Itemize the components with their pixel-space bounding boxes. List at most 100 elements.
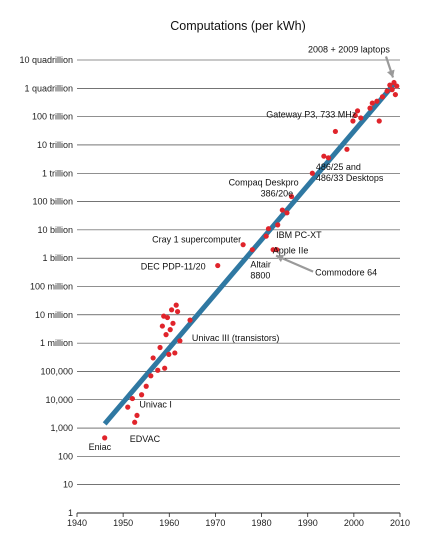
annotations: Eniac EDVAC Univac I Univac III (transistor… xyxy=(89,45,391,452)
y-tick-label: 10 million xyxy=(35,310,73,320)
x-tick-label: 1970 xyxy=(205,518,225,528)
data-point xyxy=(102,435,108,441)
y-tick-label: 1 trillion xyxy=(42,168,73,178)
y-tick-label: 1 million xyxy=(40,338,73,348)
data-point xyxy=(265,226,272,232)
annotation-label: Eniac xyxy=(89,442,112,452)
annotation-label: 2008 + 2009 laptops xyxy=(308,45,390,55)
x-tick-label: 1960 xyxy=(159,518,179,528)
data-point xyxy=(162,365,168,371)
data-point xyxy=(279,207,285,213)
data-point xyxy=(125,404,131,410)
data-point xyxy=(354,108,361,114)
data-point xyxy=(143,383,149,389)
annotation-label: Commodore 64 xyxy=(315,268,377,278)
trend-line-path xyxy=(102,80,398,426)
data-point xyxy=(132,419,138,425)
data-point xyxy=(164,314,171,321)
x-tick-label: 1980 xyxy=(252,518,272,528)
data-point xyxy=(168,307,175,313)
data-point xyxy=(321,153,327,159)
grid xyxy=(76,59,401,517)
annotation-label: 8800 xyxy=(250,271,270,281)
annotation-label: Apple IIe xyxy=(273,246,309,256)
y-tick-label: 100 billion xyxy=(32,197,73,207)
y-tick-label: 10 billion xyxy=(37,225,73,235)
data-point xyxy=(389,87,395,93)
commodore-arrow xyxy=(275,254,314,273)
data-point xyxy=(394,83,400,89)
data-point xyxy=(172,350,178,356)
annotation-label: Gateway P3, 733 MHz xyxy=(266,109,357,119)
y-tick-label: 10 xyxy=(63,480,73,490)
data-point xyxy=(170,320,176,326)
data-point xyxy=(215,262,221,269)
x-tick-label: 1990 xyxy=(298,518,318,528)
data-point xyxy=(358,115,364,121)
x-tick-labels: 1940 1950 1960 1970 1980 1990 2000 2010 xyxy=(67,518,410,528)
data-point xyxy=(392,91,398,98)
y-tick-label: 100 xyxy=(58,451,73,461)
y-tick-label: 10 trillion xyxy=(37,140,73,150)
data-point xyxy=(309,170,315,176)
y-tick-label: 10 quadrillion xyxy=(19,55,73,65)
data-point xyxy=(249,247,255,253)
annotation-label: EDVAC xyxy=(130,434,161,444)
data-point xyxy=(284,210,290,216)
y-tick-label: 1,000 xyxy=(50,423,73,433)
data-point xyxy=(263,233,269,239)
data-point xyxy=(344,146,350,152)
x-tick-label: 2000 xyxy=(344,518,364,528)
y-tick-label: 10,000 xyxy=(45,395,73,405)
data-point xyxy=(374,98,380,104)
annotation-label: Univac III (transistors) xyxy=(192,333,280,343)
x-tick-label: 1940 xyxy=(67,518,87,528)
y-tick-label: 100 million xyxy=(30,282,73,292)
data-point xyxy=(163,332,169,338)
data-point xyxy=(166,351,172,357)
data-point xyxy=(139,392,145,398)
data-point xyxy=(275,222,281,228)
y-tick-labels: 1 10 100 1,000 10,000 100,000 1 million 10 mill… xyxy=(19,55,73,518)
y-tick-label: 1 quadrillion xyxy=(24,83,73,93)
annotation-label: DEC PDP-11/20 xyxy=(141,262,206,272)
data-point xyxy=(387,82,393,88)
data-point xyxy=(384,88,390,94)
annotation-label: 386/20e xyxy=(261,189,294,199)
annotation-label: IBM PC-XT xyxy=(276,230,322,240)
data-point xyxy=(148,373,154,379)
data-point xyxy=(325,155,332,161)
x-tick-label: 2010 xyxy=(390,518,410,528)
data-point xyxy=(150,355,156,361)
data-point xyxy=(369,100,375,106)
data-point xyxy=(288,193,295,200)
data-point xyxy=(391,79,397,86)
annotation-arrows xyxy=(275,56,395,273)
annotation-label: Compaq Deskpro xyxy=(229,178,299,188)
x-tick-label: 1950 xyxy=(113,518,133,528)
y-tick-label: 100 trillion xyxy=(32,112,73,122)
data-point xyxy=(155,367,161,373)
data-point xyxy=(352,112,358,119)
data-point xyxy=(350,118,356,124)
annotation-label: Cray 1 supercomputer xyxy=(152,235,241,245)
annotation-label: 486/33 Desktops xyxy=(316,173,384,183)
chart-title: Computations (per kWh) xyxy=(170,19,305,33)
data-point xyxy=(159,323,165,329)
data-point xyxy=(332,128,338,135)
annotation-label: Altair xyxy=(250,260,271,270)
data-point xyxy=(240,242,246,248)
data-point xyxy=(274,247,280,253)
data-point xyxy=(173,302,179,308)
data-point xyxy=(174,308,181,315)
data-point xyxy=(167,327,173,333)
data-point xyxy=(177,338,183,344)
y-tick-label: 1 xyxy=(68,508,73,518)
data-point xyxy=(270,247,276,253)
data-point xyxy=(379,94,386,100)
data-point xyxy=(157,344,163,351)
laptops-arrow xyxy=(384,56,395,78)
y-tick-label: 100,000 xyxy=(40,366,73,376)
y-tick-label: 1 billion xyxy=(42,253,73,263)
